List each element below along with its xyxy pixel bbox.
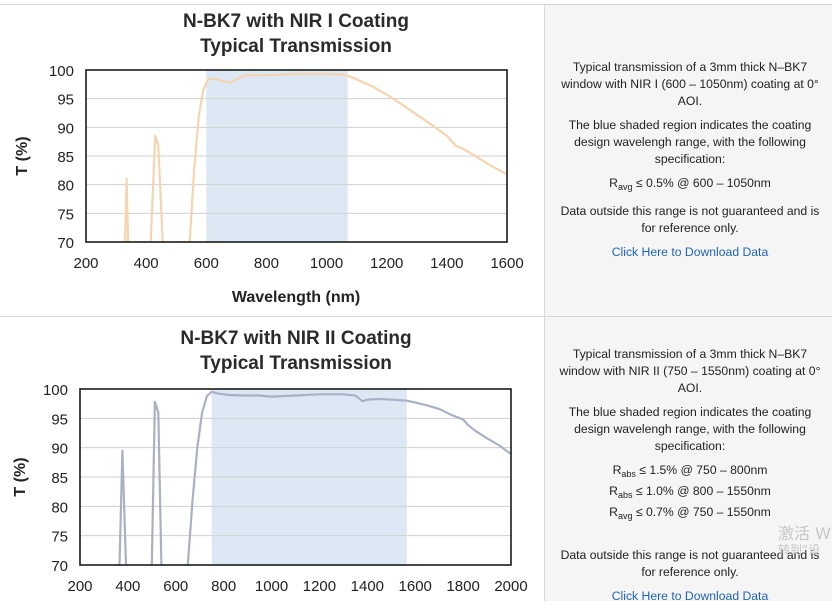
x-tick-label: 600 bbox=[163, 578, 188, 595]
chart-title: N-BK7 with NIR I Coating bbox=[183, 11, 409, 32]
spec-list: Rabs ≤ 1.5% @ 750 – 800nm Rabs ≤ 1.0% @ … bbox=[555, 462, 825, 525]
spec-item: Rabs ≤ 1.5% @ 750 – 800nm bbox=[612, 463, 768, 479]
y-tick-label: 90 bbox=[51, 441, 68, 458]
x-axis-title: Wavelength (nm) bbox=[232, 289, 360, 306]
spec-item: Ravg ≤ 0.7% @ 750 – 1550nm bbox=[609, 505, 771, 521]
watermark-line-1: 激活 W bbox=[778, 525, 831, 543]
chart-title: N-BK7 with NIR II Coating bbox=[180, 328, 411, 349]
description-nir-1: Typical transmission of a 3mm thick N–BK… bbox=[555, 59, 825, 261]
chart-nir-1: N-BK7 with NIR I Coating Typical Transmis… bbox=[14, 11, 524, 306]
y-tick-label: 95 bbox=[51, 411, 68, 428]
y-tick-label: 90 bbox=[57, 120, 74, 137]
watermark-line-2: 转到“设 bbox=[778, 543, 821, 557]
y-axis-title: T (%) bbox=[14, 136, 31, 175]
y-tick-label: 75 bbox=[51, 529, 68, 546]
description-panel-nir-1: Typical transmission of a 3mm thick N–BK… bbox=[545, 5, 832, 316]
x-tick-label: 1000 bbox=[310, 255, 343, 272]
x-tick-label: 1400 bbox=[351, 578, 384, 595]
y-tick-label: 85 bbox=[51, 470, 68, 487]
x-tick-label: 1800 bbox=[446, 578, 479, 595]
description-panel-nir-2: Typical transmission of a 3mm thick N–BK… bbox=[545, 317, 832, 603]
chart-nir-2: N-BK7 with NIR II Coating Typical Transmi… bbox=[12, 328, 528, 595]
os-activation-watermark: 激活 W 转到“设 bbox=[778, 525, 832, 559]
x-tick-label: 200 bbox=[67, 578, 92, 595]
x-tick-label: 1600 bbox=[399, 578, 432, 595]
spec-item: Ravg ≤ 0.5% @ 600 – 1050nm bbox=[609, 176, 771, 192]
y-tick-label: 75 bbox=[57, 206, 74, 223]
spec-list: Ravg ≤ 0.5% @ 600 – 1050nm bbox=[555, 175, 825, 196]
row-divider bbox=[0, 316, 832, 317]
top-divider bbox=[0, 4, 832, 5]
transmission-line bbox=[188, 72, 508, 243]
y-tick-label: 85 bbox=[57, 149, 74, 166]
shaded-region-note: The blue shaded region indicates the coa… bbox=[568, 405, 812, 453]
transmission-line bbox=[118, 449, 128, 566]
x-tick-label: 1200 bbox=[370, 255, 403, 272]
download-data-link[interactable]: Click Here to Download Data bbox=[611, 589, 769, 603]
transmission-line bbox=[149, 134, 164, 243]
x-tick-label: 800 bbox=[211, 578, 236, 595]
x-tick-label: 800 bbox=[254, 255, 279, 272]
y-tick-label: 100 bbox=[49, 63, 74, 80]
download-data-link[interactable]: Click Here to Download Data bbox=[611, 245, 769, 259]
x-tick-label: 200 bbox=[73, 255, 98, 272]
description-intro: Typical transmission of a 3mm thick N–BK… bbox=[561, 60, 819, 108]
plot-frame bbox=[85, 69, 508, 243]
x-tick-label: 1200 bbox=[303, 578, 336, 595]
transmission-line bbox=[124, 177, 130, 243]
y-tick-label: 80 bbox=[57, 178, 74, 195]
y-tick-label: 95 bbox=[57, 92, 74, 109]
chart-subtitle: Typical Transmission bbox=[200, 353, 392, 374]
chart-panel-nir-1: N-BK7 with NIR I Coating Typical Transmis… bbox=[0, 5, 545, 316]
chart-subtitle: Typical Transmission bbox=[200, 36, 392, 57]
x-tick-label: 400 bbox=[134, 255, 159, 272]
x-tick-label: 1600 bbox=[490, 255, 523, 272]
x-tick-label: 2000 bbox=[494, 578, 527, 595]
y-tick-label: 70 bbox=[51, 558, 68, 575]
plot-frame bbox=[79, 388, 512, 566]
shaded-region-note: The blue shaded region indicates the coa… bbox=[568, 118, 812, 166]
description-nir-2: Typical transmission of a 3mm thick N–BK… bbox=[555, 346, 825, 605]
y-axis-title: T (%) bbox=[12, 457, 29, 496]
transmission-line bbox=[150, 400, 163, 566]
y-tick-label: 100 bbox=[43, 382, 68, 399]
x-tick-label: 400 bbox=[115, 578, 140, 595]
transmission-line bbox=[186, 390, 512, 566]
x-tick-label: 1000 bbox=[255, 578, 288, 595]
x-tick-label: 1400 bbox=[430, 255, 463, 272]
chart-panel-nir-2: N-BK7 with NIR II Coating Typical Transmi… bbox=[0, 317, 545, 601]
spec-item: Rabs ≤ 1.0% @ 800 – 1550nm bbox=[609, 484, 771, 500]
x-tick-label: 600 bbox=[194, 255, 219, 272]
y-tick-label: 70 bbox=[57, 235, 74, 252]
y-tick-label: 80 bbox=[51, 499, 68, 516]
description-intro: Typical transmission of a 3mm thick N–BK… bbox=[559, 347, 821, 395]
disclaimer: Data outside this range is not guarantee… bbox=[560, 548, 820, 579]
disclaimer: Data outside this range is not guarantee… bbox=[560, 204, 820, 235]
